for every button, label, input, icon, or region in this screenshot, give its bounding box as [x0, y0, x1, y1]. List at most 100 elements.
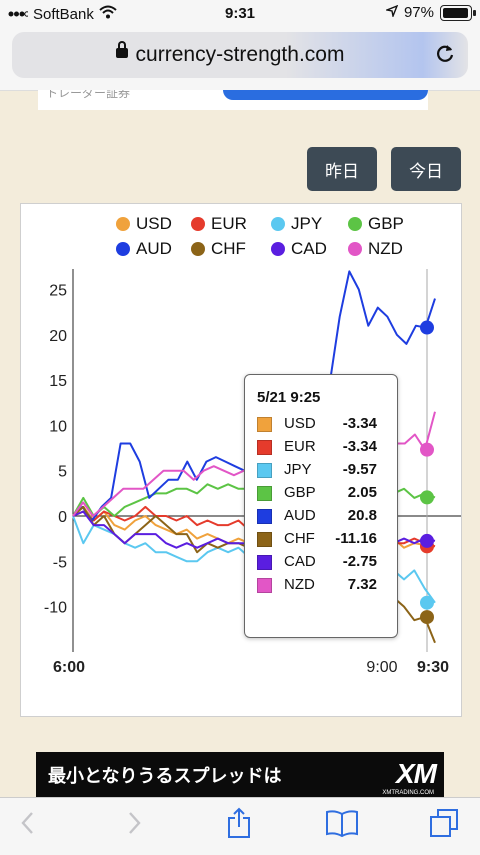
legend-label: NZD	[368, 239, 403, 258]
yesterday-button[interactable]: 昨日	[307, 147, 377, 191]
tooltip-value: -2.75	[342, 553, 377, 570]
reload-icon[interactable]	[434, 42, 456, 70]
clock: 9:31	[224, 5, 256, 22]
carrier-group: SoftBank	[8, 5, 117, 23]
status-bar: SoftBank 9:31 97%	[0, 0, 480, 28]
tooltip-title: 5/21 9:25	[257, 389, 321, 406]
hover-point-nzd	[420, 442, 434, 457]
bookmarks-button[interactable]	[322, 808, 362, 842]
top-ad-banner[interactable]: トレーダー証券	[38, 90, 428, 110]
tooltip-currency: GBP	[284, 484, 316, 501]
tooltip-row-aud: AUD 20.8	[257, 507, 387, 527]
share-button[interactable]	[219, 807, 259, 844]
today-button[interactable]: 今日	[391, 147, 461, 191]
legend-item-chf[interactable]: CHF	[191, 239, 246, 259]
legend-item-eur[interactable]: EUR	[191, 214, 247, 234]
legend-swatch	[271, 242, 285, 256]
y-tick-label: 20	[49, 328, 67, 345]
tooltip-row-chf: CHF -11.16	[257, 530, 387, 550]
tooltip-currency: USD	[284, 415, 316, 432]
legend-item-cad[interactable]: CAD	[271, 239, 327, 259]
y-tick-label: 0	[58, 509, 67, 526]
hover-point-chf	[420, 610, 434, 625]
x-tick-label: 9:00	[366, 659, 397, 676]
tooltip-currency: CHF	[284, 530, 315, 547]
page-load-progress	[12, 32, 468, 78]
tooltip-row-jpy: JPY -9.57	[257, 461, 387, 481]
tooltip-value: -9.57	[342, 461, 377, 478]
bottom-ad-banner[interactable]: 最小となりうるスプレッドは XM XMTRADING.COM	[36, 752, 444, 800]
legend-item-usd[interactable]: USD	[116, 214, 172, 234]
legend-item-jpy[interactable]: JPY	[271, 214, 322, 234]
tooltip-swatch	[257, 578, 272, 593]
tooltip-value: 20.8	[347, 507, 377, 524]
tooltip-row-cad: CAD -2.75	[257, 553, 387, 573]
legend-label: CAD	[291, 239, 327, 258]
tooltip-row-eur: EUR -3.34	[257, 438, 387, 458]
legend-swatch	[348, 217, 362, 231]
tooltip-row-gbp: GBP 2.05	[257, 484, 387, 504]
browser-address-area: currency-strength.com	[0, 28, 480, 91]
currency-strength-chart-card: USD EUR JPY GBP AUD CHF CAD NZD 25 20 15 10 5 0 -5 -10…	[20, 203, 462, 717]
tooltip-swatch	[257, 486, 272, 501]
share-icon	[226, 807, 252, 844]
tooltip-swatch	[257, 440, 272, 455]
tooltip-swatch	[257, 532, 272, 547]
tooltip-currency: CAD	[284, 553, 316, 570]
tooltip-currency: NZD	[284, 576, 315, 593]
hover-point-jpy	[420, 595, 434, 610]
legend-label: USD	[136, 214, 172, 233]
y-tick-label: -10	[44, 600, 67, 617]
bottom-ad-text: 最小となりうるスプレッドは	[48, 766, 282, 786]
tooltip-swatch	[257, 555, 272, 570]
legend-swatch	[348, 242, 362, 256]
lock-icon	[116, 41, 128, 58]
legend-swatch	[191, 217, 205, 231]
address-bar[interactable]: currency-strength.com	[12, 32, 468, 78]
y-tick-label: 25	[49, 283, 67, 300]
tooltip-value: 2.05	[347, 484, 377, 501]
forward-button[interactable]	[114, 808, 154, 842]
currency-strength-chart: 25 20 15 10 5 0 -5 -10 6:00 9:00 9:30	[44, 269, 461, 676]
legend-swatch	[116, 217, 130, 231]
url-text[interactable]: currency-strength.com	[135, 43, 345, 66]
location-icon	[384, 4, 399, 21]
legend-label: JPY	[291, 214, 323, 233]
tooltip-row-nzd: NZD 7.32	[257, 576, 387, 596]
legend-label: EUR	[211, 214, 247, 233]
tooltip-swatch	[257, 463, 272, 478]
chevron-right-icon	[126, 810, 142, 841]
legend-item-aud[interactable]: AUD	[116, 239, 172, 259]
xm-logo: XM	[396, 758, 437, 789]
legend-item-gbp[interactable]: GBP	[348, 214, 404, 234]
browser-toolbar	[0, 797, 480, 855]
top-ad-button[interactable]	[223, 90, 428, 100]
xm-logo-sub: XMTRADING.COM	[382, 790, 434, 796]
top-ad-text: トレーダー証券	[46, 90, 131, 100]
carrier-name: SoftBank	[33, 5, 94, 23]
tooltip-value: -3.34	[342, 415, 377, 432]
legend-item-nzd[interactable]: NZD	[348, 239, 403, 259]
x-tick-label: 9:30	[417, 659, 449, 676]
tooltip-swatch	[257, 509, 272, 524]
legend-swatch	[116, 242, 130, 256]
tooltip-currency: AUD	[284, 507, 316, 524]
back-button[interactable]	[8, 808, 48, 842]
hover-point-gbp	[420, 490, 434, 505]
legend-swatch	[191, 242, 205, 256]
book-icon	[325, 809, 359, 842]
legend-label: GBP	[368, 214, 404, 233]
legend-label: CHF	[211, 239, 246, 258]
tooltip-swatch	[257, 417, 272, 432]
y-tick-label: 10	[49, 418, 67, 435]
hover-point-cad	[420, 533, 434, 548]
tooltip-currency: JPY	[284, 461, 312, 478]
wifi-icon	[99, 5, 117, 23]
y-tick-label: 5	[58, 464, 67, 481]
legend-label: AUD	[136, 239, 172, 258]
battery-fill	[443, 7, 469, 18]
hover-point-aud	[420, 320, 434, 335]
chevron-left-icon	[20, 810, 36, 841]
x-tick-label: 6:00	[53, 659, 85, 676]
tabs-button[interactable]	[424, 808, 464, 842]
